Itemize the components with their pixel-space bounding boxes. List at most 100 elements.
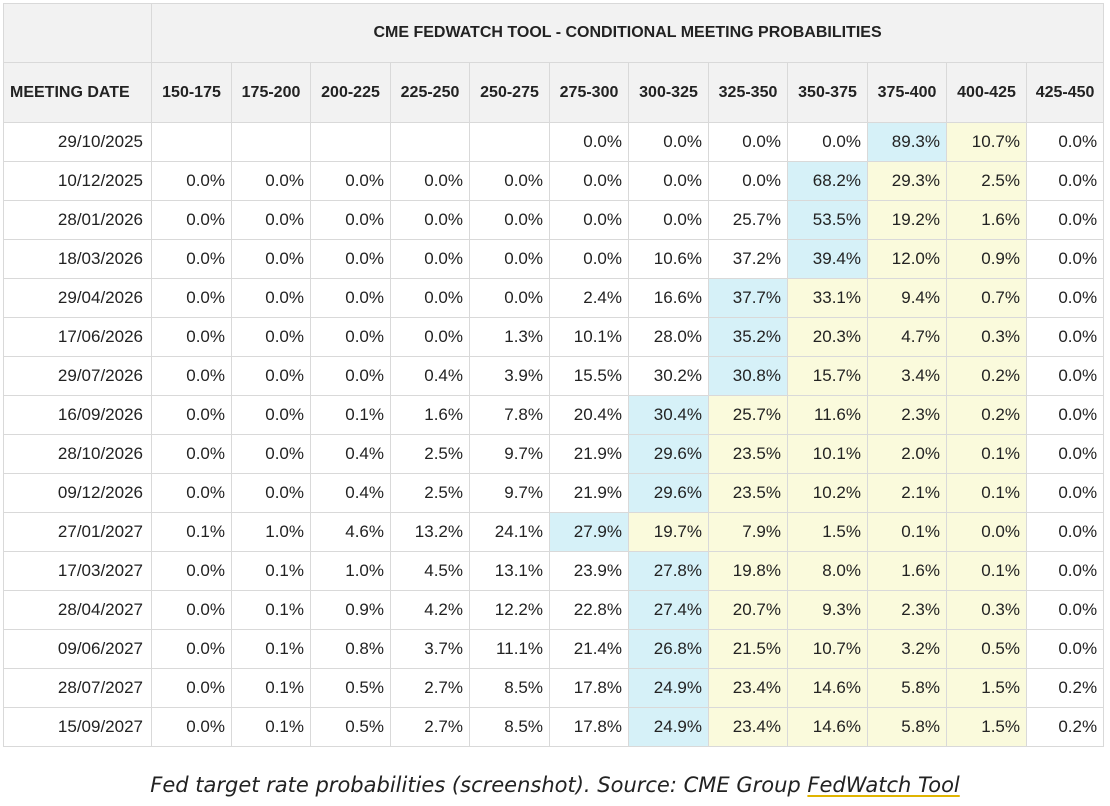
probability-cell: 0.0% [310,239,391,279]
probability-cell: 4.5% [390,551,470,591]
probability-cell: 16.6% [628,278,709,318]
meeting-date-cell: 17/03/2027 [3,551,152,591]
probability-cell: 23.9% [549,551,629,591]
table-row: 29/07/2026 0.0% 0.0% 0.0% 0.4% 3.9% 15.5% 30.2%… [3,356,1105,396]
probability-cell: 0.0% [151,629,232,669]
probability-cell: 0.0% [390,317,470,357]
rate-range-header: 400-425 [946,62,1027,123]
probability-cell: 9.7% [469,473,550,513]
probability-cell: 14.6% [787,668,868,708]
probability-cell: 0.0% [310,278,391,318]
probability-cell: 0.0% [231,434,311,474]
probability-cell: 0.0% [1025,434,1105,474]
probability-cell: 21.5% [708,629,788,669]
probability-cell: 19.2% [867,200,947,240]
probability-cell [469,122,550,162]
probability-cell: 0.5% [310,707,391,747]
probability-cell: 0.1% [231,668,311,708]
table-row: 28/10/2026 0.0% 0.0% 0.4% 2.5% 9.7% 21.9% 29.6%… [3,434,1105,474]
caption-text: Fed target rate probabilities (screensho… [150,773,808,797]
probability-cell: 9.4% [867,278,947,318]
probability-cell: 0.0% [151,707,232,747]
probability-cell: 2.5% [390,434,470,474]
probability-cell: 8.5% [469,668,550,708]
meeting-date-cell: 10/12/2025 [3,161,152,201]
probability-cell: 0.0% [390,239,470,279]
probability-cell: 2.3% [867,590,947,630]
probability-cell: 0.0% [231,239,311,279]
probability-cell: 0.0% [151,395,232,435]
probability-cell: 0.4% [390,356,470,396]
table-row: 17/03/2027 0.0% 0.1% 1.0% 4.5% 13.1% 23.9% 27.8… [3,551,1105,591]
probability-cell: 0.2% [946,395,1027,435]
probability-cell: 0.0% [469,239,550,279]
rate-range-header: 375-400 [867,62,947,123]
probability-cell: 0.0% [390,161,470,201]
meeting-date-cell: 16/09/2026 [3,395,152,435]
probability-cell: 0.0% [628,122,709,162]
probability-cell: 0.0% [1025,122,1105,162]
probability-cell: 0.1% [946,473,1027,513]
probability-cell: 0.0% [549,161,629,201]
probability-cell: 0.0% [549,239,629,279]
probability-cell: 0.0% [946,512,1027,552]
probability-cell: 4.6% [310,512,391,552]
probability-cell: 0.0% [1025,356,1105,396]
fedwatch-tool-link[interactable]: FedWatch Tool [807,773,960,797]
probability-cell: 0.0% [1025,278,1105,318]
probability-cell: 3.7% [390,629,470,669]
probability-cell: 0.1% [231,590,311,630]
probability-cell: 17.8% [549,707,629,747]
probability-cell: 0.0% [1025,200,1105,240]
meeting-date-cell: 28/01/2026 [3,200,152,240]
meeting-date-cell: 18/03/2026 [3,239,152,279]
probability-cell: 28.0% [628,317,709,357]
probability-cell: 0.0% [231,317,311,357]
probability-cell [310,122,391,162]
probability-cell: 2.5% [390,473,470,513]
probability-cell: 0.0% [1025,590,1105,630]
probability-cell: 23.5% [708,434,788,474]
probability-cell: 0.0% [1025,161,1105,201]
table-row: 09/12/2026 0.0% 0.0% 0.4% 2.5% 9.7% 21.9% 29.6%… [3,473,1105,513]
probability-cell: 0.1% [867,512,947,552]
probability-cell: 0.9% [310,590,391,630]
probability-cell: 0.0% [310,161,391,201]
rate-range-header: 350-375 [787,62,868,123]
probability-cell: 2.0% [867,434,947,474]
probability-cell: 23.4% [708,707,788,747]
probability-cell: 27.8% [628,551,709,591]
probability-cell: 22.8% [549,590,629,630]
probability-cell: 0.0% [549,200,629,240]
meeting-date-header: MEETING DATE [3,62,152,123]
probability-cell: 8.0% [787,551,868,591]
meeting-date-cell: 29/04/2026 [3,278,152,318]
rate-range-header: 275-300 [549,62,629,123]
probability-cell: 0.2% [1025,668,1105,708]
probability-cell: 10.7% [946,122,1027,162]
probability-cell: 0.0% [469,200,550,240]
probability-cell: 8.5% [469,707,550,747]
probability-cell: 19.7% [628,512,709,552]
probability-cell: 3.4% [867,356,947,396]
probability-cell: 0.0% [390,200,470,240]
rate-range-header: 425-450 [1025,62,1105,123]
probability-cell: 2.7% [390,668,470,708]
probability-cell: 2.5% [946,161,1027,201]
table-row: 15/09/2027 0.0% 0.1% 0.5% 2.7% 8.5% 17.8% 24.9%… [3,707,1105,747]
probability-cell: 0.2% [1025,707,1105,747]
probability-cell: 0.0% [151,200,232,240]
probability-cell: 0.0% [1025,473,1105,513]
probability-cell: 21.9% [549,434,629,474]
probability-cell: 13.1% [469,551,550,591]
meeting-date-cell: 28/04/2027 [3,590,152,630]
probability-cell: 0.5% [310,668,391,708]
table-row: 28/04/2027 0.0% 0.1% 0.9% 4.2% 12.2% 22.8% 27.4… [3,590,1105,630]
probability-cell: 0.0% [1025,512,1105,552]
probability-cell: 11.6% [787,395,868,435]
probability-cell: 3.9% [469,356,550,396]
title-row: CME FEDWATCH TOOL - CONDITIONAL MEETING … [3,3,1105,63]
probability-cell: 35.2% [708,317,788,357]
meeting-date-cell: 17/06/2026 [3,317,152,357]
probability-cell: 17.8% [549,668,629,708]
